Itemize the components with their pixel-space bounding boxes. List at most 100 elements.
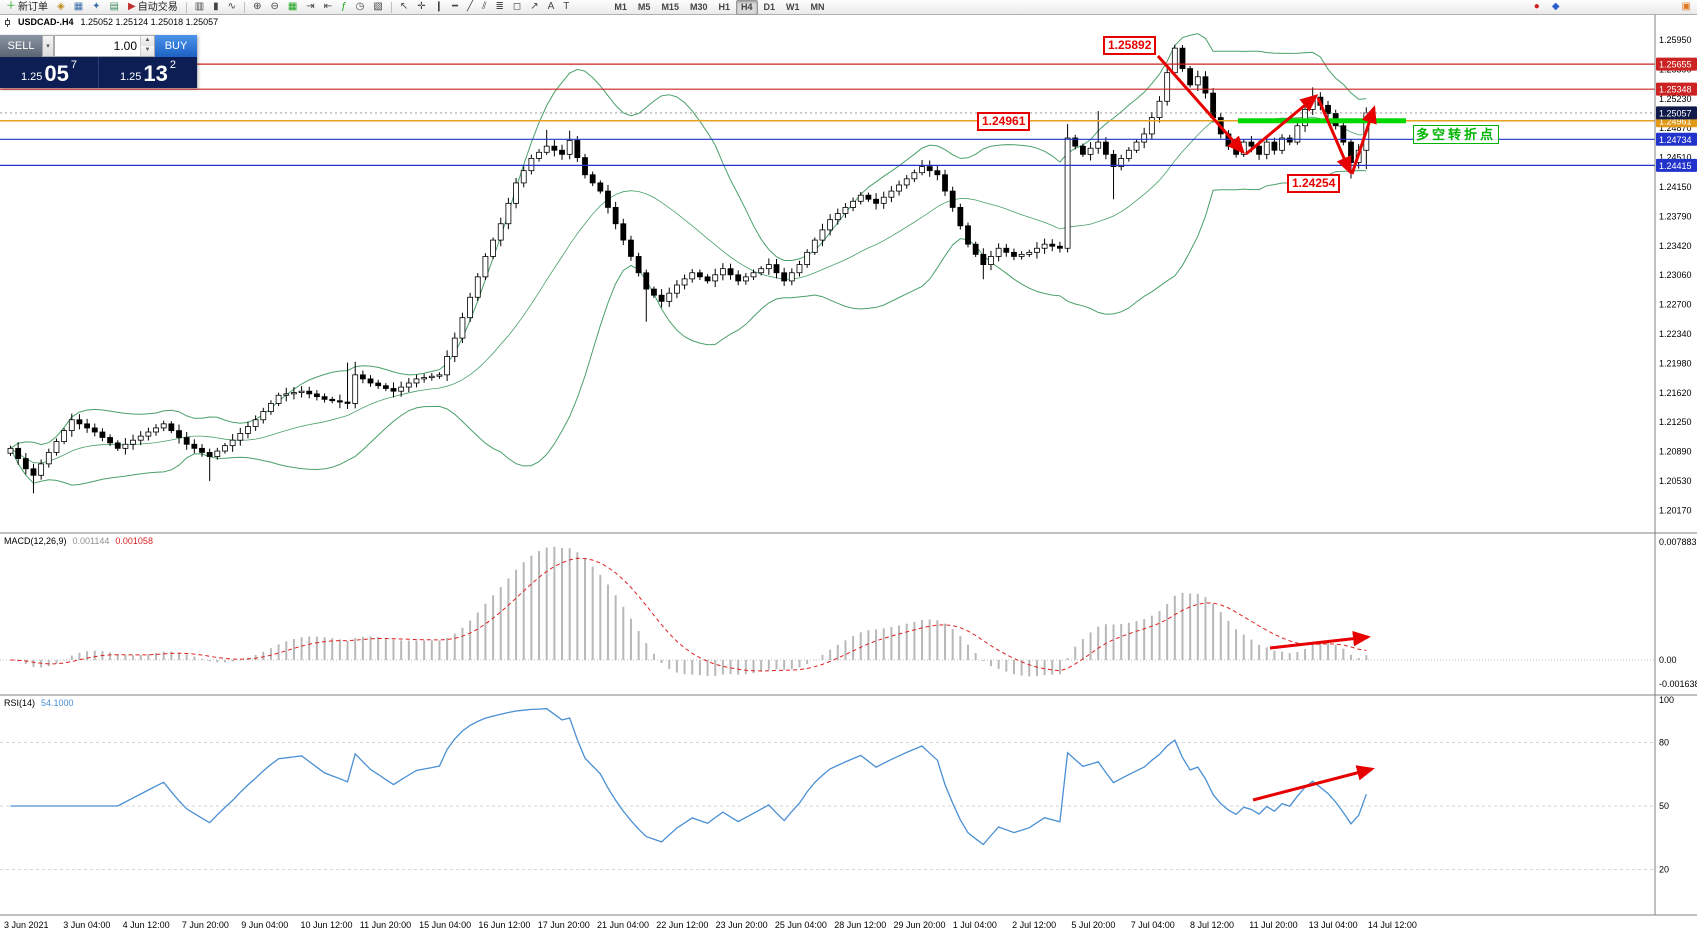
time-axis[interactable]: 3 Jun 2021 3 Jun 04:00 4 Jun 12:00 7 Jun 20… (4, 920, 1417, 930)
line-chart-icon-glyph: ∿ (227, 1, 237, 12)
arrows-icon-glyph: ↗ (530, 1, 539, 12)
svg-text:1.23420: 1.23420 (1659, 241, 1692, 251)
fibonacci-icon-glyph: ≣ (495, 1, 504, 12)
trend-arrows[interactable] (1156, 55, 1377, 802)
candlestick-chart-icon[interactable]: ▮ (209, 0, 223, 15)
price-label-mid[interactable]: 1.24961 (977, 112, 1031, 131)
text-label-icon[interactable]: T (559, 0, 573, 15)
svg-text:1.21620: 1.21620 (1659, 388, 1692, 398)
new-order-button[interactable]: ＋新订单 (2, 0, 52, 15)
indicators-icon-glyph: ƒ (341, 1, 347, 12)
chart-shift-icon[interactable]: ⇤ (320, 0, 336, 15)
auto-scroll-icon[interactable]: ⇥ (302, 0, 318, 15)
bar-chart-icon[interactable]: ▥ (191, 0, 208, 15)
rsi-value: 54.1000 (41, 698, 74, 708)
zoom-out-icon[interactable]: ⊖ (266, 0, 282, 15)
chart-title: USDCAD-.H4 1.25052 1.25124 1.25018 1.250… (4, 17, 218, 27)
trendline-icon[interactable]: ╱ (463, 0, 477, 15)
blue-plugin-icon[interactable]: ◆ (1548, 0, 1564, 15)
timeframe-m5[interactable]: M5 (637, 1, 651, 12)
periods-icon-glyph: ◷ (355, 1, 365, 12)
timeframe-h4[interactable]: H4 (735, 0, 758, 15)
green-turning-line[interactable] (1238, 118, 1406, 124)
red-dot-icon[interactable]: ● (1530, 0, 1544, 15)
tile-windows-icon[interactable]: ▦ (284, 0, 301, 15)
crosshair-icon[interactable]: ✛ (413, 0, 429, 15)
chart-icon (4, 17, 11, 27)
svg-text:1.25655: 1.25655 (1659, 60, 1692, 70)
line-chart-icon[interactable]: ∿ (224, 0, 240, 15)
sell-price-head: 1.25 (20, 71, 43, 83)
toolbar-separator (244, 1, 246, 13)
zoom-in-icon-glyph: ⊕ (253, 1, 262, 12)
timeframe-w1[interactable]: W1 (786, 1, 800, 12)
orange-plugin-icon-glyph: ▣ (1681, 1, 1691, 12)
cursor-icon[interactable]: ↖ (396, 0, 412, 15)
svg-text:11 Jun 20:00: 11 Jun 20:00 (360, 920, 411, 930)
price-label-high[interactable]: 1.25892 (1103, 36, 1157, 55)
charts-profile-icon[interactable]: ◈ (53, 0, 69, 15)
orange-plugin-icon[interactable]: ▣ (1678, 0, 1695, 15)
svg-text:1.24150: 1.24150 (1659, 182, 1692, 192)
svg-text:0.007883: 0.007883 (1659, 537, 1697, 547)
macd-pane (0, 546, 1655, 677)
macd-main-value: 0.001144 (72, 536, 110, 546)
periods-icon[interactable]: ◷ (352, 0, 369, 15)
toolbar-left-group: ＋新订单 ◈ ▦ ✦ ▤ ▶ 自动交易 ▥ ▮ ∿ ⊕ ⊖ ▦ ⇥ ⇤ ƒ ◷ ▧ ↖ ✛ ❙ ━ ╱ ⫽ ≣ ◻ ↗ A T M1 M5 M… (2, 0, 830, 15)
timeframe-h1[interactable]: H1 (718, 1, 730, 12)
auto-trading-button[interactable]: ▶ 自动交易 (124, 0, 182, 15)
svg-text:3 Jun 2021: 3 Jun 2021 (4, 920, 49, 930)
price-label-low[interactable]: 1.24254 (1287, 174, 1341, 193)
rsi-pane (0, 708, 1655, 870)
buy-price-sup: 2 (169, 59, 177, 71)
auto-trading-button-label: 自动交易 (137, 1, 178, 13)
timeframe-d1[interactable]: D1 (763, 1, 776, 12)
svg-text:1.24510: 1.24510 (1659, 153, 1692, 163)
bar-chart-icon-glyph: ▥ (194, 1, 205, 12)
fibonacci-icon[interactable]: ≣ (492, 0, 508, 15)
volume-dropdown-arrow-icon[interactable]: ▾ (42, 35, 54, 57)
timeframe-m30[interactable]: M30 (689, 1, 708, 12)
volume-input[interactable] (55, 36, 140, 56)
rsi-pane-label: RSI(14) 54.1000 (4, 698, 74, 708)
equidistant-channel-icon[interactable]: ⫽ (478, 0, 490, 15)
svg-text:2 Jul 12:00: 2 Jul 12:00 (1012, 920, 1056, 930)
svg-text:1.22700: 1.22700 (1659, 300, 1692, 310)
volume-up-icon[interactable]: ▲ (141, 36, 154, 46)
new-order-button-glyph: ＋ (6, 1, 16, 12)
vertical-line-icon[interactable]: ❙ (431, 0, 447, 15)
svg-text:4 Jun 12:00: 4 Jun 12:00 (123, 920, 170, 930)
auto-trading-button-glyph: ▶ (128, 1, 136, 12)
buy-button[interactable]: BUY (155, 35, 197, 57)
timeframe-m15[interactable]: M15 (661, 1, 679, 12)
volume-down-icon[interactable]: ▼ (141, 46, 154, 56)
volume-stepper[interactable]: ▲ ▼ (140, 36, 154, 56)
sell-button[interactable]: SELL (0, 35, 42, 57)
svg-text:11 Jul 20:00: 11 Jul 20:00 (1249, 920, 1297, 930)
terminal-icon[interactable]: ▤ (106, 0, 123, 15)
timeframe-mn[interactable]: MN (810, 1, 825, 12)
arrows-icon[interactable]: ↗ (526, 0, 542, 15)
text-icon-glyph: A (547, 1, 555, 12)
text-icon[interactable]: A (544, 0, 559, 15)
navigator-icon[interactable]: ✦ (88, 0, 104, 15)
macd-name: MACD(12,26,9) (4, 536, 67, 546)
shapes-icon[interactable]: ◻ (509, 0, 525, 15)
svg-text:3 Jun 04:00: 3 Jun 04:00 (63, 920, 110, 930)
indicators-icon[interactable]: ƒ (337, 0, 351, 15)
zoom-in-icon[interactable]: ⊕ (249, 0, 265, 15)
candlestick-chart-icon-glyph: ▮ (213, 1, 219, 12)
svg-text:16 Jun 12:00: 16 Jun 12:00 (478, 920, 530, 930)
market-watch-icon[interactable]: ▦ (70, 0, 87, 15)
templates-icon[interactable]: ▧ (369, 0, 386, 15)
buy-price-big: 13 (143, 61, 168, 86)
turning-point-label[interactable]: 多空转折点 (1413, 125, 1500, 144)
timeframe-m1[interactable]: M1 (614, 1, 627, 12)
price-axis[interactable]: 1.259501.255901.252301.248701.245101.241… (1656, 35, 1697, 875)
svg-text:1.24870: 1.24870 (1659, 123, 1692, 133)
svg-text:10 Jun 12:00: 10 Jun 12:00 (301, 920, 353, 930)
shapes-icon-glyph: ◻ (512, 1, 522, 12)
macd-signal-value: 0.001058 (115, 536, 153, 546)
horizontal-line-icon[interactable]: ━ (448, 0, 462, 15)
